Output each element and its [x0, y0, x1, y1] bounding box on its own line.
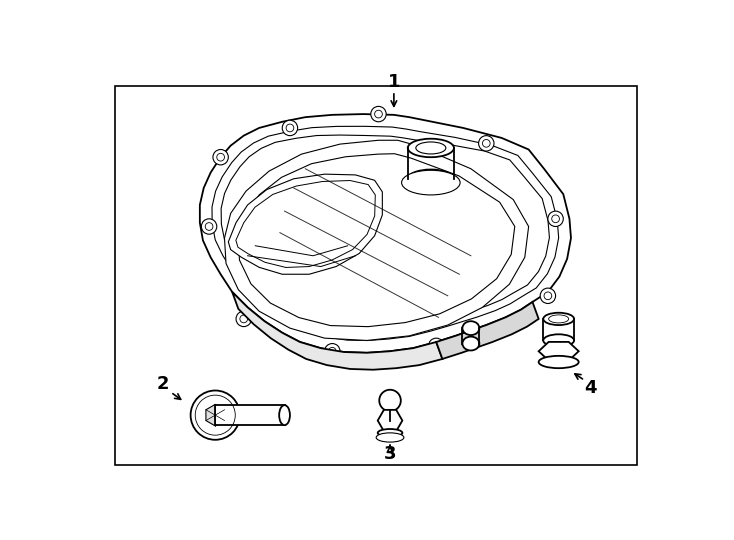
Circle shape — [540, 288, 556, 303]
Circle shape — [240, 315, 247, 323]
Circle shape — [286, 124, 294, 132]
Circle shape — [374, 110, 382, 118]
Ellipse shape — [462, 321, 479, 335]
Ellipse shape — [416, 142, 446, 154]
Circle shape — [236, 311, 252, 327]
Circle shape — [432, 342, 440, 350]
Circle shape — [548, 211, 563, 226]
Polygon shape — [225, 140, 528, 340]
Circle shape — [206, 222, 213, 231]
Polygon shape — [228, 174, 382, 274]
Circle shape — [371, 106, 386, 122]
Ellipse shape — [401, 170, 460, 195]
Circle shape — [191, 390, 240, 440]
Polygon shape — [232, 292, 443, 370]
Text: 3: 3 — [384, 446, 396, 463]
Ellipse shape — [539, 356, 578, 368]
Polygon shape — [378, 410, 402, 431]
Ellipse shape — [408, 139, 454, 157]
Circle shape — [213, 150, 228, 165]
Polygon shape — [236, 180, 375, 267]
Circle shape — [328, 347, 336, 355]
Text: 1: 1 — [388, 73, 400, 91]
Circle shape — [429, 338, 444, 354]
Circle shape — [283, 120, 297, 136]
Circle shape — [201, 219, 217, 234]
Polygon shape — [200, 114, 571, 353]
Ellipse shape — [408, 170, 454, 188]
Bar — [215, 405, 285, 425]
Text: 2: 2 — [156, 375, 169, 393]
Ellipse shape — [548, 315, 569, 323]
Circle shape — [324, 343, 340, 359]
Ellipse shape — [378, 429, 402, 437]
Circle shape — [544, 292, 552, 300]
Ellipse shape — [376, 433, 404, 442]
Polygon shape — [239, 154, 515, 327]
Circle shape — [217, 153, 225, 161]
Polygon shape — [539, 342, 578, 361]
Ellipse shape — [543, 313, 574, 325]
Ellipse shape — [279, 405, 290, 425]
Circle shape — [479, 136, 494, 151]
Polygon shape — [206, 404, 225, 426]
Polygon shape — [436, 302, 539, 359]
Circle shape — [482, 139, 490, 147]
Ellipse shape — [543, 334, 574, 347]
Ellipse shape — [462, 336, 479, 350]
Polygon shape — [221, 135, 550, 332]
Circle shape — [379, 390, 401, 411]
Polygon shape — [212, 126, 559, 341]
Text: 4: 4 — [584, 379, 597, 397]
Circle shape — [552, 215, 559, 222]
